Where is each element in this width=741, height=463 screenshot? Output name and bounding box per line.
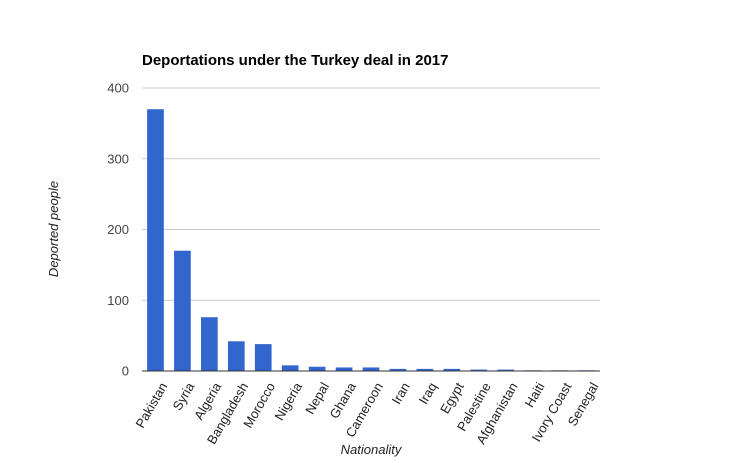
- y-tick-label: 300: [107, 151, 129, 166]
- bar-pakistan: [147, 109, 164, 371]
- y-tick-label: 100: [107, 293, 129, 308]
- chart-title: Deportations under the Turkey deal in 20…: [142, 52, 448, 69]
- bar-morocco: [254, 344, 272, 371]
- bars: [147, 109, 595, 371]
- y-tick-label: 200: [107, 222, 129, 237]
- bar-palestine: [470, 369, 488, 371]
- bar-egypt: [443, 368, 461, 371]
- x-axis-title: Nationality: [341, 442, 403, 457]
- y-axis-title: Deported people: [46, 181, 61, 277]
- bar-ghana: [335, 367, 353, 371]
- y-tick-label: 400: [107, 81, 129, 96]
- bar-bangladesh: [227, 341, 245, 371]
- x-tick-label: Nigeria: [271, 379, 305, 423]
- bar-syria: [174, 250, 191, 371]
- gridlines: [142, 87, 600, 301]
- bar-iraq: [416, 368, 434, 371]
- x-tick-label: Haiti: [522, 380, 548, 410]
- x-axis-categories: Pakistan SyriaAlgeriaBangladeshMoroccoNig…: [132, 379, 601, 447]
- x-tick-label: Syria: [170, 379, 198, 413]
- bar-iran: [389, 368, 407, 371]
- bar-algeria: [201, 317, 218, 371]
- y-axis-ticks: 0 100 200 300 400: [107, 81, 129, 379]
- x-tick-label: Iraq: [416, 380, 440, 407]
- bar-nigeria: [281, 365, 299, 371]
- x-tick-label: Iran: [389, 380, 413, 407]
- bar-afghanistan: [497, 369, 515, 371]
- bar-cameroon: [362, 367, 380, 371]
- x-tick-label: Pakistan: [132, 380, 170, 431]
- bar-nepal: [308, 366, 326, 371]
- y-tick-label: 0: [122, 364, 129, 379]
